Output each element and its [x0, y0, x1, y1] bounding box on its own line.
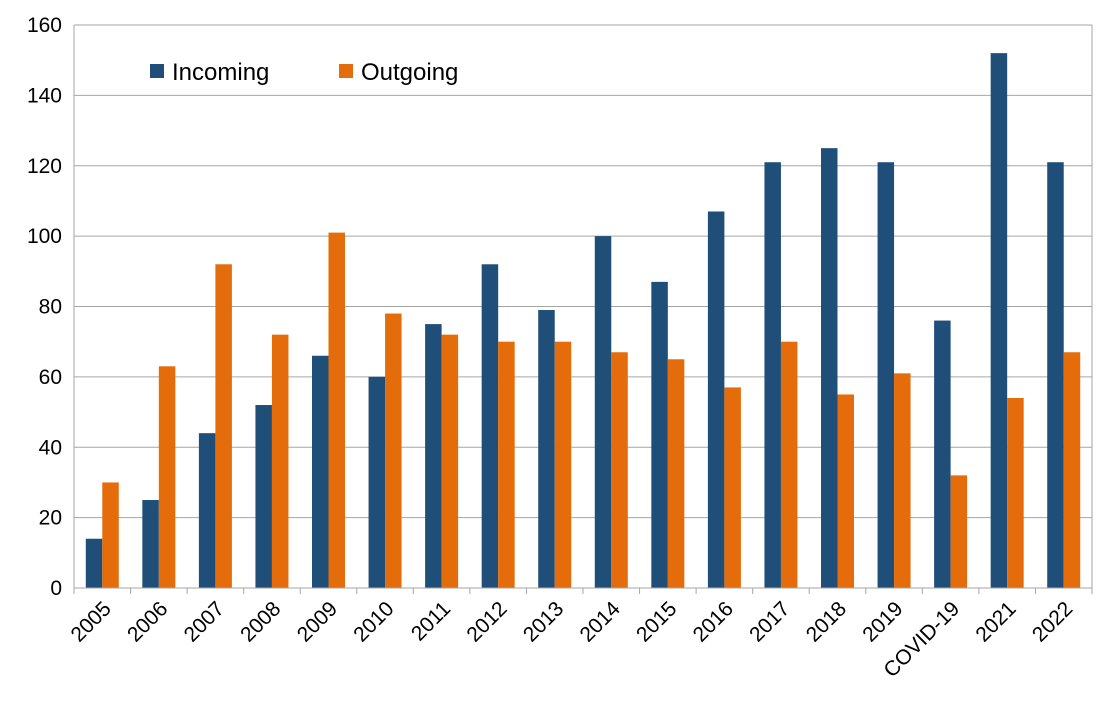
x-tick-label-2010: 2010 — [349, 597, 398, 646]
bar-incoming-2013 — [538, 310, 555, 588]
bar-outgoing-2014 — [611, 352, 628, 588]
bar-outgoing-2019 — [894, 373, 911, 588]
bar-outgoing-2012 — [498, 341, 515, 588]
y-tick-label-160: 160 — [27, 14, 62, 37]
bar-outgoing-2008 — [271, 334, 289, 588]
bar-incoming-2005 — [85, 538, 103, 588]
x-tick-label-2014: 2014 — [576, 597, 626, 647]
y-tick-label-120: 120 — [27, 155, 62, 178]
bar-outgoing-2007 — [215, 264, 232, 588]
y-tick-label-0: 0 — [50, 577, 62, 600]
x-tick-label-2008: 2008 — [236, 597, 285, 646]
bar-incoming-2007 — [198, 433, 216, 588]
legend-swatch-incoming — [150, 64, 164, 78]
bar-outgoing-2006 — [158, 366, 176, 588]
bar-incoming-2009 — [312, 355, 329, 588]
x-tick-label-2011: 2011 — [407, 597, 455, 645]
bar-incoming-2019 — [877, 162, 895, 589]
bar-outgoing-covid-19 — [950, 475, 968, 588]
bar-outgoing-2005 — [102, 482, 119, 588]
x-tick-label-2005: 2005 — [67, 597, 116, 646]
bar-outgoing-2011 — [441, 334, 459, 588]
x-tick-label-2016: 2016 — [689, 597, 738, 646]
x-tick-label-2006: 2006 — [123, 597, 172, 646]
bars — [85, 53, 1081, 589]
x-tick-label-2017: 2017 — [745, 597, 794, 646]
gridlines — [73, 24, 1093, 589]
y-tick-label-80: 80 — [39, 296, 62, 319]
bar-incoming-2006 — [142, 500, 159, 588]
x-tick-label-2012: 2012 — [462, 597, 511, 646]
y-tick-label-100: 100 — [27, 225, 62, 248]
bar-incoming-2021 — [990, 53, 1008, 588]
bar-incoming-2022 — [1047, 162, 1064, 589]
bar-incoming-2011 — [425, 324, 442, 588]
bar-incoming-2017 — [764, 162, 781, 589]
y-axis-tick-labels: 0 20 40 60 80 100 120 140 160 — [27, 14, 62, 600]
y-tick-label-140: 140 — [27, 84, 62, 107]
bar-incoming-2014 — [594, 236, 612, 589]
bar-incoming-2010 — [368, 376, 386, 589]
bar-outgoing-2021 — [1007, 397, 1024, 588]
x-tick-label-2022: 2022 — [1028, 597, 1077, 646]
legend: Incoming Outgoing — [150, 59, 458, 86]
bar-outgoing-2017 — [780, 341, 798, 588]
bar-outgoing-2022 — [1063, 352, 1081, 588]
x-axis — [73, 587, 1093, 594]
bar-incoming-2015 — [651, 281, 668, 588]
bar-outgoing-2016 — [724, 387, 741, 588]
bar-outgoing-2009 — [328, 232, 345, 589]
x-tick-label-2018: 2018 — [802, 597, 851, 646]
x-axis-tick-labels: 2005 2006 2007 2008 2009 2010 2011 2012 2013 2014… — [67, 597, 1078, 682]
x-tick-label-2009: 2009 — [293, 597, 342, 646]
bar-outgoing-2018 — [837, 394, 854, 588]
y-tick-label-60: 60 — [39, 366, 62, 389]
legend-swatch-outgoing — [339, 64, 353, 78]
x-tick-label-2021: 2021 — [971, 597, 1020, 646]
x-tick-label-2015: 2015 — [632, 597, 681, 646]
legend-label-incoming: Incoming — [172, 59, 269, 86]
y-tick-label-20: 20 — [39, 507, 62, 530]
bar-incoming-2018 — [821, 148, 838, 588]
y-tick-label-40: 40 — [39, 436, 62, 459]
x-tick-label-2007: 2007 — [180, 597, 229, 646]
bar-incoming-covid-19 — [934, 320, 951, 588]
bar-outgoing-2013 — [554, 341, 572, 588]
legend-label-outgoing: Outgoing — [361, 59, 458, 86]
bar-outgoing-2015 — [667, 359, 685, 588]
bar-outgoing-2010 — [385, 313, 402, 588]
bar-incoming-2012 — [481, 264, 499, 588]
x-tick-label-2013: 2013 — [519, 597, 568, 646]
x-tick-label-2019: 2019 — [858, 597, 907, 646]
bar-incoming-2016 — [707, 211, 725, 589]
bar-incoming-2008 — [255, 405, 272, 588]
